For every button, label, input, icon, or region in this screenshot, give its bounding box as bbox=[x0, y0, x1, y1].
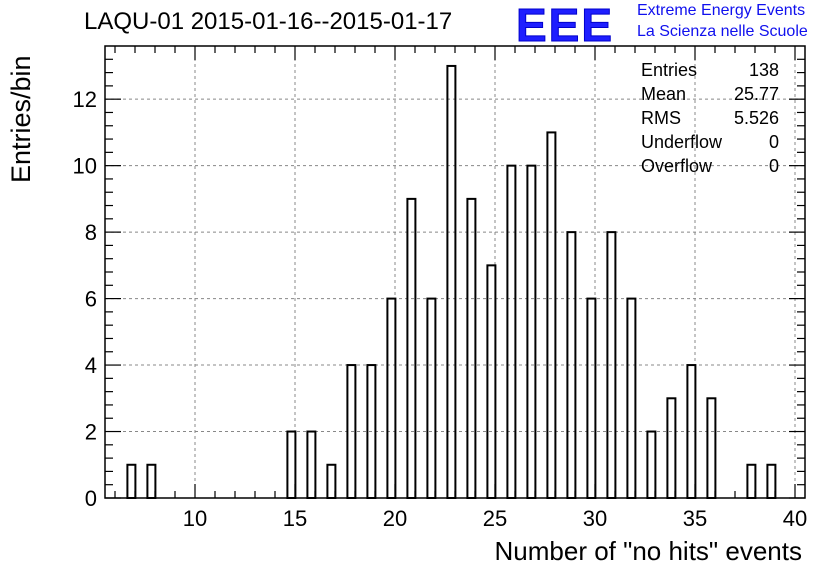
histogram-bar bbox=[146, 463, 157, 500]
histogram-bar bbox=[526, 164, 537, 499]
y-tick-label: 6 bbox=[85, 287, 97, 312]
x-tick-label: 40 bbox=[783, 506, 807, 531]
histogram-bar bbox=[706, 397, 717, 500]
stats-box: Entries 138 Mean 25.77 RMS 5.526 Underfl… bbox=[641, 58, 779, 178]
histogram-bar bbox=[386, 297, 397, 499]
stat-label: Overflow bbox=[641, 156, 713, 176]
stat-value: 25.77 bbox=[733, 84, 779, 104]
histogram-bar bbox=[446, 64, 457, 500]
stat-row-entries: Entries 138 bbox=[641, 58, 779, 82]
x-axis-label: Number of "no hits" events bbox=[494, 536, 803, 566]
chart-title: LAQU-01 2015-01-16--2015-01-17 bbox=[84, 8, 453, 35]
stat-value: 0 bbox=[768, 132, 779, 152]
histogram-bar bbox=[646, 430, 657, 500]
histogram-bar bbox=[506, 164, 517, 499]
y-tick-label: 12 bbox=[73, 87, 97, 112]
histogram-bar bbox=[466, 197, 477, 499]
stat-value: 5.526 bbox=[733, 108, 779, 128]
x-tick-label: 20 bbox=[383, 506, 407, 531]
histogram-bar bbox=[486, 264, 497, 499]
logo-line-1: Extreme Energy Events bbox=[637, 2, 806, 19]
histogram-bar bbox=[746, 463, 757, 500]
stat-row-mean: Mean 25.77 bbox=[641, 82, 779, 106]
histogram-bar bbox=[306, 430, 317, 500]
y-axis-label: Entries/bin bbox=[6, 55, 36, 183]
eee-logo: EEE bbox=[515, 0, 615, 51]
stat-label: Underflow bbox=[641, 132, 723, 152]
stat-label: Mean bbox=[641, 84, 687, 104]
x-tick-label: 15 bbox=[283, 506, 307, 531]
histogram-bar bbox=[426, 297, 437, 499]
histogram-bar bbox=[326, 463, 337, 500]
histogram-bar bbox=[286, 430, 297, 500]
logo-line-2: La Scienza nelle Scuole bbox=[637, 23, 808, 40]
histogram-bar bbox=[626, 297, 637, 499]
histogram-bar bbox=[546, 131, 557, 499]
stat-row-overflow: Overflow 0 bbox=[641, 154, 779, 178]
histogram-bar bbox=[406, 197, 417, 499]
stat-value: 138 bbox=[748, 60, 779, 80]
stat-value: 0 bbox=[768, 156, 779, 176]
histogram-bar bbox=[586, 297, 597, 499]
histogram-bar bbox=[126, 463, 137, 500]
y-tick-label: 0 bbox=[85, 486, 97, 511]
histogram-bar bbox=[666, 397, 677, 500]
histogram-bar bbox=[766, 463, 777, 500]
x-tick-label: 10 bbox=[183, 506, 207, 531]
stat-row-underflow: Underflow 0 bbox=[641, 130, 779, 154]
x-tick-label: 30 bbox=[583, 506, 607, 531]
x-tick-label: 35 bbox=[683, 506, 707, 531]
stat-label: RMS bbox=[641, 108, 681, 128]
stat-row-rms: RMS 5.526 bbox=[641, 106, 779, 130]
y-tick-label: 4 bbox=[85, 353, 97, 378]
y-tick-label: 10 bbox=[73, 154, 97, 179]
axis-ticks bbox=[105, 46, 805, 499]
y-tick-label: 8 bbox=[85, 220, 97, 245]
tick-labels: 10 15 20 25 30 35 40 0 2 4 6 8 10 12 bbox=[73, 87, 808, 531]
y-tick-label: 2 bbox=[85, 420, 97, 445]
x-tick-label: 25 bbox=[483, 506, 507, 531]
stat-label: Entries bbox=[641, 60, 698, 80]
